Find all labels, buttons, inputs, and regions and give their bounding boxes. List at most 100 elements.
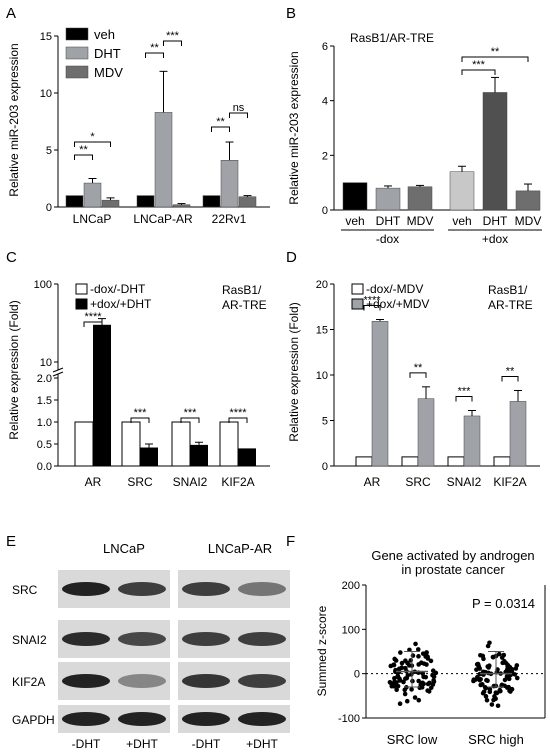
f-point <box>392 656 397 662</box>
f-point <box>412 695 418 700</box>
f-point <box>478 682 484 688</box>
b-x-tick-label: DHT <box>376 214 401 228</box>
a-bar <box>154 112 173 208</box>
a-legend-label: veh <box>94 27 115 42</box>
f-point <box>506 676 512 682</box>
chart-a: 0 5 10 15 Relative miR-203 expression LNCaP LN… <box>7 27 270 226</box>
a-bar <box>172 204 191 208</box>
blot-band <box>62 632 110 646</box>
b-x-tick-label: veh <box>452 214 471 228</box>
b-group-label: -dox <box>376 232 399 246</box>
f-point <box>471 678 477 683</box>
d-x-tick-label: AR <box>364 475 381 489</box>
f-point <box>402 687 408 693</box>
c-legend-label: +dox/+DHT <box>90 297 152 311</box>
d-legend-label: +dox/+MDV <box>366 297 429 311</box>
f-point <box>393 680 399 685</box>
f-point <box>493 696 498 702</box>
d-y-tick-label: 10 <box>316 370 328 382</box>
a-bar <box>202 195 221 208</box>
f-point <box>399 660 405 666</box>
d-x-tick-label: SNAI2 <box>447 475 482 489</box>
f-point <box>395 683 401 689</box>
f-point <box>394 687 399 693</box>
f-y-tick-label: 200 <box>342 580 360 592</box>
c-bar-treated <box>140 447 158 466</box>
blot-band <box>238 712 286 726</box>
b-group-label: +dox <box>482 232 508 246</box>
c-x-tick-label: SRC <box>127 475 153 489</box>
f-point <box>423 651 429 656</box>
a-sig-label: ** <box>216 116 225 128</box>
d-sig-label: ** <box>506 365 515 377</box>
blot-band <box>238 582 286 596</box>
d-y-tick-label: 5 <box>322 416 328 428</box>
b-sig-bracket <box>461 56 529 62</box>
f-point <box>410 653 416 658</box>
western-blot: LNCaP LNCaP-AR SRC SNAI2 KIF2A GAPDH -DHT +DHT -… <box>12 541 290 751</box>
f-x-tick-label: SRC low <box>387 732 438 747</box>
c-annotation: RasB1/ <box>222 283 262 297</box>
blot-header: LNCaP <box>103 541 145 556</box>
blot-band <box>182 674 230 688</box>
f-x-tick-label: SRC high <box>468 732 524 747</box>
d-x-tick-label: KIF2A <box>493 475 526 489</box>
panel-label-e: E <box>6 533 16 550</box>
d-bar-control <box>493 456 511 467</box>
f-point <box>502 659 507 664</box>
f-point <box>485 643 491 649</box>
f-point <box>487 686 493 692</box>
f-point <box>416 697 422 703</box>
a-sig-bracket <box>74 154 93 160</box>
panel-label-f: F <box>286 533 295 550</box>
f-point <box>431 674 437 680</box>
c-ylabel: Relative expression (Fold) <box>7 300 21 439</box>
b-ylabel: Relative miR-203 expression <box>287 51 301 204</box>
b-sig-label: ** <box>491 46 500 58</box>
a-sig-bracket <box>229 112 248 118</box>
panel-label-b: B <box>286 5 296 22</box>
c-x-tick-label: KIF2A <box>221 475 254 489</box>
f-point <box>490 654 496 660</box>
a-ylabel: Relative miR-203 expression <box>7 43 21 196</box>
d-y-tick-label: 15 <box>316 325 328 337</box>
f-point <box>514 663 520 668</box>
f-point <box>501 652 507 658</box>
a-sig-label: *** <box>166 30 180 42</box>
b-bar <box>515 190 541 211</box>
a-bar <box>101 199 120 208</box>
panel-label-c: C <box>6 249 17 266</box>
f-point <box>398 650 403 655</box>
a-bar <box>238 196 257 208</box>
c-sig-label: *** <box>184 407 198 419</box>
d-bar-control <box>355 456 373 467</box>
d-annotation: RasB1/ <box>488 283 528 297</box>
a-sig-label: * <box>90 131 95 143</box>
b-y-tick-label: 0 <box>322 205 328 217</box>
d-bar-control <box>401 456 419 467</box>
b-sig-bracket <box>461 69 496 75</box>
d-ylabel: Relative expression (Fold) <box>287 302 301 441</box>
c-bar-control <box>74 421 94 467</box>
a-x-tick-label: LNCaP <box>73 212 112 226</box>
c-sig-label: **** <box>229 407 247 419</box>
f-point <box>420 671 426 676</box>
blot-band <box>118 712 166 726</box>
b-y-tick-label: 2 <box>322 150 328 162</box>
d-sig-bracket <box>363 304 381 311</box>
a-y-tick-label: 0 <box>46 202 52 214</box>
d-bar-treated <box>509 401 527 467</box>
a-bar <box>83 182 102 208</box>
d-sig-label: *** <box>458 385 472 397</box>
f-y-tick-label: 0 <box>354 669 360 681</box>
c-axis-break <box>52 371 64 377</box>
a-y-tick-label: 15 <box>40 31 52 43</box>
c-legend-label: -dox/-DHT <box>90 282 146 296</box>
f-title: Gene activated by androgen <box>371 548 534 563</box>
f-point <box>506 684 511 690</box>
f-point <box>512 672 518 677</box>
b-bar <box>482 92 508 211</box>
c-bar-control <box>121 421 141 467</box>
chart-c: 0.0 0.5 1.0 1.5 2.0 10 100 Relative expression … <box>7 279 270 489</box>
blot-lane-label: -DHT <box>72 737 101 751</box>
